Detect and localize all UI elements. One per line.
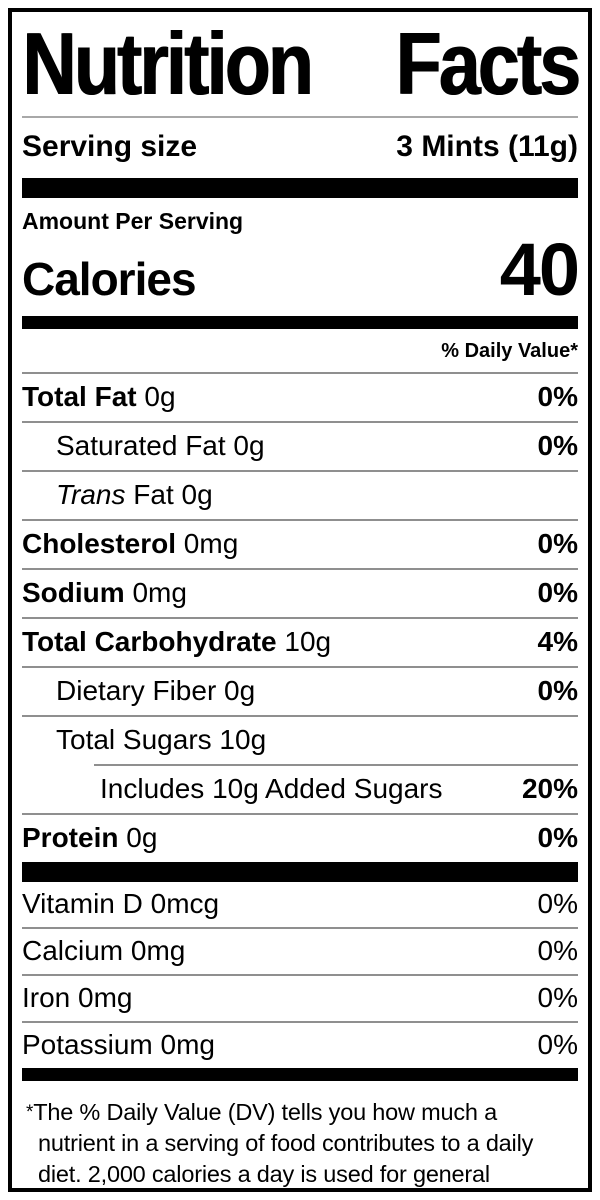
daily-value-percent: 20% bbox=[521, 773, 578, 804]
divider bbox=[22, 519, 578, 521]
divider bbox=[22, 927, 578, 929]
calories-label: Calories bbox=[22, 253, 197, 305]
daily-value-percent: 0% bbox=[537, 675, 578, 706]
nutrient-rows-section: Total Fat 0g 0% Saturated Fat 0g 0% Trans Fa… bbox=[22, 374, 578, 862]
nutrient-row: Includes 10g Added Sugars 20% bbox=[22, 766, 578, 813]
serving-size-row: Serving size 3 Mints (11g) bbox=[22, 118, 578, 178]
nutrient-row: Saturated Fat 0g 0% bbox=[22, 423, 578, 470]
label-title-word: Nutrition bbox=[22, 14, 313, 113]
divider bbox=[22, 666, 578, 668]
nutrient-name: Total Fat 0g bbox=[22, 381, 176, 412]
nutrient-name: Total Carbohydrate 10g bbox=[22, 626, 332, 657]
nutrient-name: Sodium 0mg bbox=[22, 577, 187, 608]
divider bbox=[22, 813, 578, 815]
nutrient-name: Dietary Fiber 0g bbox=[56, 675, 256, 706]
daily-value-header: % Daily Value* bbox=[441, 340, 578, 362]
daily-value-percent: 0% bbox=[537, 381, 578, 412]
divider bbox=[94, 764, 578, 766]
footnote-text: The % Daily Value (DV) tells you how muc… bbox=[33, 1099, 534, 1187]
daily-value-percent: 0% bbox=[537, 888, 578, 919]
nutrient-row: Calcium 0mg 0% bbox=[22, 929, 578, 974]
nutrient-row: Vitamin D 0mcg 0% bbox=[22, 882, 578, 927]
divider bbox=[22, 1021, 578, 1023]
daily-value-percent: 0% bbox=[537, 577, 578, 608]
divider bbox=[22, 421, 578, 423]
serving-size-value: 3 Mints (11g) bbox=[396, 130, 578, 163]
nutrient-row: Potassium 0mg 0% bbox=[22, 1023, 578, 1068]
nutrient-name: Calcium 0mg bbox=[22, 935, 186, 966]
nutrient-row: Total Sugars 10g bbox=[22, 717, 578, 764]
divider bbox=[22, 568, 578, 570]
daily-value-percent: 0% bbox=[537, 982, 578, 1013]
medium-separator-bar bbox=[22, 1068, 578, 1081]
vitamin-rows-section: Vitamin D 0mcg 0% Calcium 0mg 0% Iron 0mg 0% P… bbox=[22, 882, 578, 1068]
nutrient-row: Trans Fat 0g bbox=[22, 472, 578, 519]
daily-value-percent: 0% bbox=[537, 430, 578, 461]
nutrient-row: Iron 0mg 0% bbox=[22, 976, 578, 1021]
nutrient-name: Iron 0mg bbox=[22, 982, 133, 1013]
medium-separator-bar bbox=[22, 316, 578, 329]
divider bbox=[22, 617, 578, 619]
nutrient-name: Trans Fat 0g bbox=[56, 479, 213, 510]
divider bbox=[22, 974, 578, 976]
nutrient-name: Cholesterol 0mg bbox=[22, 528, 239, 559]
divider bbox=[22, 116, 578, 118]
divider bbox=[22, 470, 578, 472]
calories-value: 40 bbox=[499, 228, 580, 311]
daily-value-percent: 0% bbox=[537, 528, 578, 559]
serving-size-label: Serving size bbox=[22, 130, 198, 163]
label-title: Nutrition Facts bbox=[22, 12, 581, 116]
label-title-word: Facts bbox=[395, 14, 580, 113]
nutrient-name: Potassium 0mg bbox=[22, 1029, 215, 1060]
nutrient-row: Protein 0g 0% bbox=[22, 815, 578, 862]
daily-value-footnote: *The % Daily Value (DV) tells you how mu… bbox=[22, 1081, 578, 1188]
thick-separator-bar bbox=[22, 178, 578, 198]
nutrient-row: Total Fat 0g 0% bbox=[22, 374, 578, 421]
daily-value-percent: 4% bbox=[537, 626, 578, 657]
daily-value-percent: 0% bbox=[537, 1029, 578, 1060]
divider bbox=[22, 715, 578, 717]
nutrient-name: Protein 0g bbox=[22, 822, 158, 853]
nutrient-row: Cholesterol 0mg 0% bbox=[22, 521, 578, 568]
nutrient-name: Includes 10g Added Sugars bbox=[100, 773, 443, 804]
daily-value-percent: 0% bbox=[537, 822, 578, 853]
nutrient-row: Total Carbohydrate 10g 4% bbox=[22, 619, 578, 666]
nutrient-name: Vitamin D 0mcg bbox=[22, 888, 220, 919]
nutrient-name: Saturated Fat 0g bbox=[56, 430, 265, 461]
nutrition-facts-label: Nutrition Facts Serving size 3 Mints (11g… bbox=[8, 8, 592, 1192]
nutrient-row: Dietary Fiber 0g 0% bbox=[22, 668, 578, 715]
divider bbox=[22, 372, 578, 374]
nutrient-row: Sodium 0mg 0% bbox=[22, 570, 578, 617]
daily-value-percent: 0% bbox=[537, 935, 578, 966]
calories-row: Calories 40 bbox=[22, 228, 580, 316]
amount-per-serving-label: Amount Per Serving bbox=[22, 208, 244, 234]
footnote-asterisk: * bbox=[26, 1102, 34, 1123]
nutrient-name: Total Sugars 10g bbox=[56, 724, 267, 755]
thick-separator-bar bbox=[22, 862, 578, 882]
